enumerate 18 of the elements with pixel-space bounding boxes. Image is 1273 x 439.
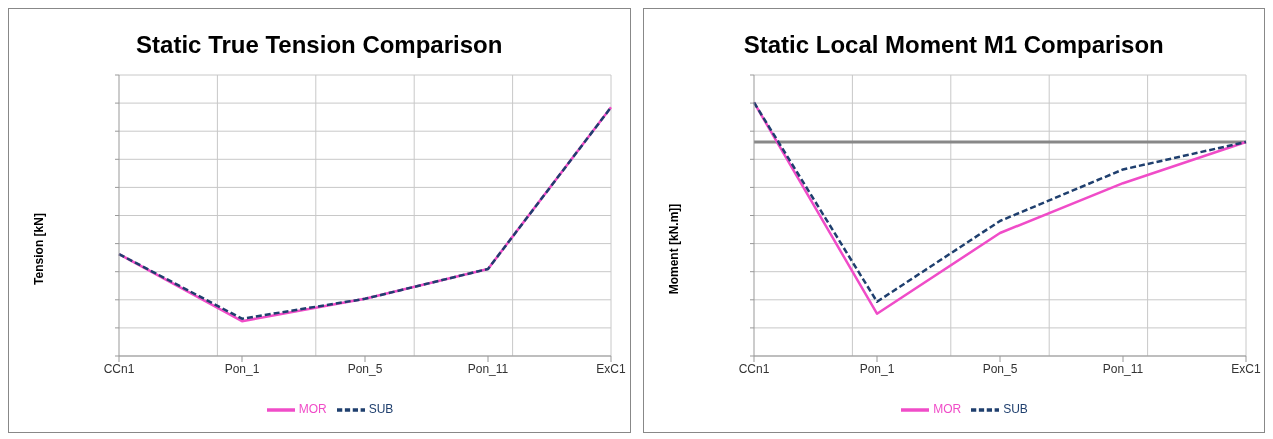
legend-label: MOR: [933, 402, 962, 417]
chart-title: Static Local Moment M1 Comparison: [742, 31, 1165, 59]
x-tick-label: Pon_1: [859, 361, 895, 376]
x-tick-label: Pon_5: [982, 361, 1018, 376]
x-tick-label: Pon_11: [1102, 361, 1144, 376]
x-tick-label: Pon_5: [347, 361, 383, 376]
legend-label: SUB: [1003, 402, 1028, 417]
x-tick-label: CCn1: [738, 361, 770, 376]
y-axis-title: Moment [kN.m]]: [666, 203, 681, 295]
x-tick-label: Pon_11: [467, 361, 509, 376]
x-tick-label: Pon_1: [224, 361, 260, 376]
legend-label: SUB: [368, 402, 394, 417]
x-tick-label: ExC1: [596, 361, 626, 376]
x-tick-label: ExC1: [1230, 361, 1261, 376]
y-axis-title: Tension [kN]: [32, 213, 46, 285]
x-tick-label: CCn1: [103, 361, 135, 376]
legend-label: MOR: [298, 402, 327, 417]
chart-title: Static True Tension Comparison: [135, 31, 504, 59]
